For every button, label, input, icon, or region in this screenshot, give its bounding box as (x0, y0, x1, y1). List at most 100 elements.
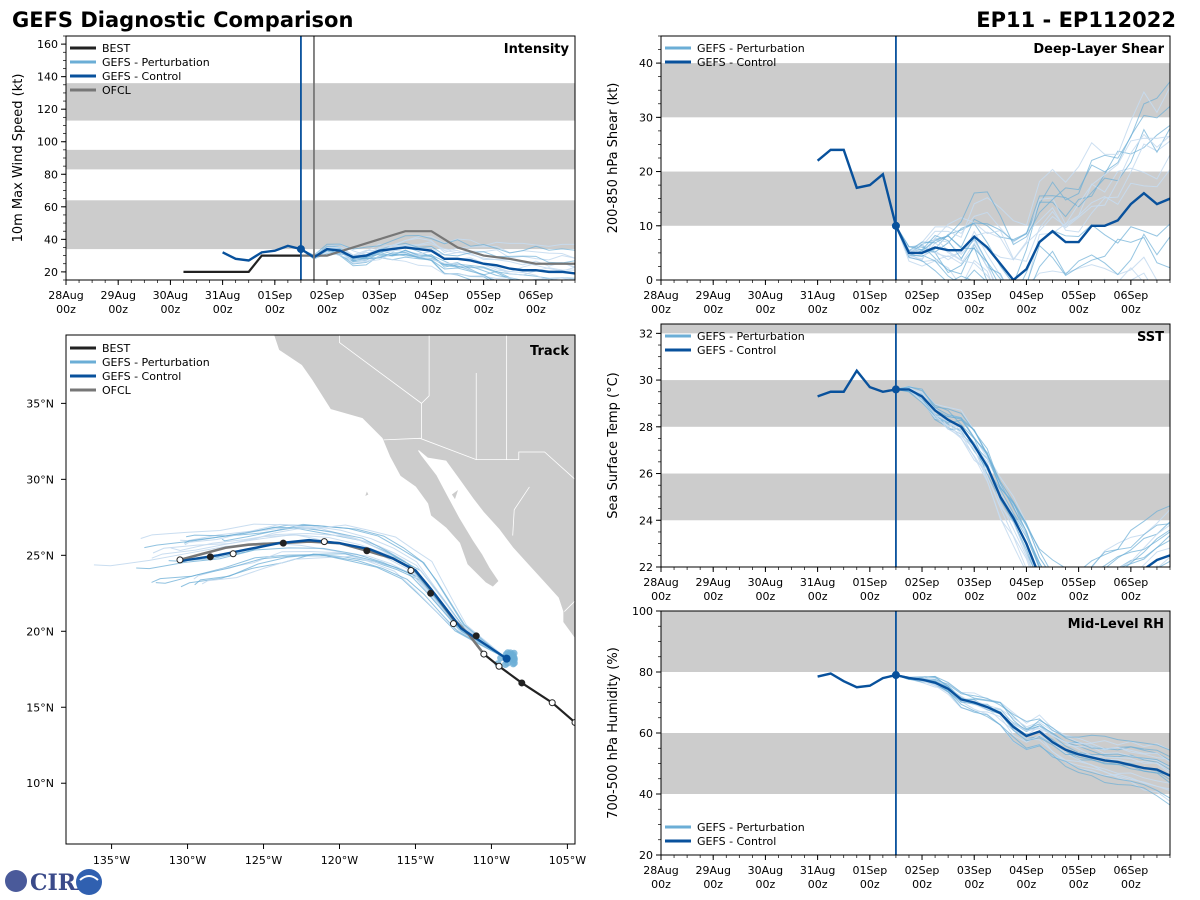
shear-control-series (816, 148, 1170, 280)
track-border-line (339, 335, 422, 404)
shear-ytick-label: 0 (646, 274, 653, 287)
shear-xtick-label-date: 06Sep (1113, 289, 1148, 302)
intensity-shade-band (66, 200, 575, 250)
intensity-perturbation-series (300, 237, 575, 259)
sst-ytick-label: 24 (639, 514, 653, 527)
rh-perturbation-series (895, 674, 1170, 751)
intensity-xtick-label-hour: 00z (108, 303, 128, 316)
rh-ylabel: 700-500 hPa Humidity (%) (606, 647, 621, 819)
track-xtick-label: 135°W (93, 854, 130, 867)
rh-ytick-label: 20 (639, 849, 653, 862)
intensity-ytick-label: 160 (37, 38, 58, 51)
track-legend-label: OFCL (102, 384, 132, 397)
track-xtick-label: 115°W (397, 854, 434, 867)
shear-ylabel: 200-850 hPa Shear (kt) (606, 83, 621, 234)
intensity-xtick-label-hour: 00z (213, 303, 233, 316)
track-ofcl-point (176, 556, 184, 564)
track-best-point (472, 632, 480, 640)
shear-xtick-label-date: 29Aug (695, 289, 730, 302)
cira-logo: CIRA (5, 869, 102, 896)
sst-panel-title: SST (1137, 330, 1164, 345)
sst-xtick-label-hour: 00z (651, 590, 671, 603)
track-legend-label: GEFS - Control (102, 370, 181, 383)
sst-ytick-label: 30 (639, 374, 653, 387)
track-xtick-label: 125°W (245, 854, 282, 867)
sst-xtick-label-date: 29Aug (695, 576, 730, 589)
sst-xtick-label-date: 01Sep (852, 576, 887, 589)
sst-xtick-label-hour: 00z (1121, 590, 1141, 603)
track-ofcl-point (363, 547, 371, 555)
sst-xtick-label-hour: 00z (808, 590, 828, 603)
track-perturbation-series (184, 526, 507, 660)
sst-frame (660, 323, 1171, 568)
sst-xtick-label-hour: 00z (1069, 590, 1089, 603)
intensity-ytick-label: 20 (44, 266, 58, 279)
sst-xtick-label-date: 06Sep (1113, 576, 1148, 589)
rh-xtick-label-hour: 00z (756, 878, 776, 891)
sst-xtick-label-date: 30Aug (748, 576, 783, 589)
intensity-shade-band (66, 149, 575, 170)
sst-shade-band (661, 473, 1170, 521)
rh-xtick-label-date: 02Sep (905, 864, 940, 877)
rh-perturbation-series (895, 674, 1170, 802)
intensity-panel: 2040608010012014016028Aug00z29Aug00z30Au… (11, 35, 576, 316)
shear-xtick-label-hour: 00z (756, 303, 776, 316)
shear-xtick-label-date: 02Sep (905, 289, 940, 302)
rh-control-series (817, 672, 1170, 777)
track-land-island (451, 489, 459, 500)
rh-xtick-label-hour: 00z (808, 878, 828, 891)
shear-shade-band (661, 63, 1170, 118)
intensity-ytick-label: 140 (37, 71, 58, 84)
intensity-perturbation-series (300, 244, 575, 276)
intensity-xtick-label-hour: 00z (474, 303, 494, 316)
track-best-point (495, 662, 503, 670)
track-perturbation-series (221, 523, 507, 660)
sst-xtick-label-date: 02Sep (905, 576, 940, 589)
track-ytick-label: 10°N (26, 777, 54, 790)
intensity-perturbation-series (300, 248, 494, 280)
sst-shade-band (661, 380, 1170, 427)
intensity-ytick-label: 60 (44, 201, 58, 214)
track-land-mainland (273, 335, 575, 640)
shear-legend-label: GEFS - Perturbation (697, 42, 805, 55)
intensity-xtick-label-date: 29Aug (100, 289, 135, 302)
rh-xtick-label-date: 31Aug (800, 864, 835, 877)
rh-xtick-label-hour: 00z (1121, 878, 1141, 891)
rh-xtick-label-date: 30Aug (748, 864, 783, 877)
rh-shade-band (661, 733, 1170, 794)
shear-perturbation-series (895, 169, 1170, 280)
cira-logo-swoosh-icon (79, 875, 99, 881)
rh-xtick-label-date: 01Sep (852, 864, 887, 877)
shear-xtick-label-hour: 00z (651, 303, 671, 316)
shear-ytick-label: 30 (639, 111, 653, 124)
track-perturbation-series (93, 542, 507, 660)
rh-xtick-label-date: 06Sep (1113, 864, 1148, 877)
intensity-legend-label: BEST (102, 42, 130, 55)
intensity-xtick-label-hour: 00z (56, 303, 76, 316)
shear-perturbation-series (895, 225, 973, 280)
track-ofcl-point (229, 550, 237, 558)
deep-layer-shear-panel: 01020304028Aug00z29Aug00z30Aug00z31Aug00… (606, 35, 1171, 316)
sst-xtick-label-date: 31Aug (800, 576, 835, 589)
intensity-xtick-label-hour: 00z (422, 303, 442, 316)
shear-perturbation-series (895, 225, 1170, 280)
rh-ytick-label: 40 (639, 788, 653, 801)
shear-perturbation-series (895, 140, 1170, 254)
sst-xtick-label-hour: 00z (912, 590, 932, 603)
sst-shade-band (661, 324, 1170, 334)
rh-xtick-label-date: 03Sep (957, 864, 992, 877)
intensity-xtick-label-date: 05Sep (466, 289, 501, 302)
track-ofcl-point (279, 539, 287, 547)
figure-title: GEFS Diagnostic Comparison (12, 8, 353, 32)
track-border-line (512, 486, 530, 536)
shear-perturbation-series (895, 86, 1170, 255)
rh-xtick-label-date: 04Sep (1009, 864, 1044, 877)
track-best-point (571, 718, 575, 726)
sst-ytick-label: 32 (639, 327, 653, 340)
mid-level-rh-panel: 2040608010028Aug00z29Aug00z30Aug00z31Aug… (606, 605, 1171, 891)
rh-xtick-label-hour: 00z (1017, 878, 1037, 891)
intensity-perturbation-series (300, 236, 575, 261)
shear-xtick-label-hour: 00z (703, 303, 723, 316)
intensity-xtick-label-hour: 00z (265, 303, 285, 316)
